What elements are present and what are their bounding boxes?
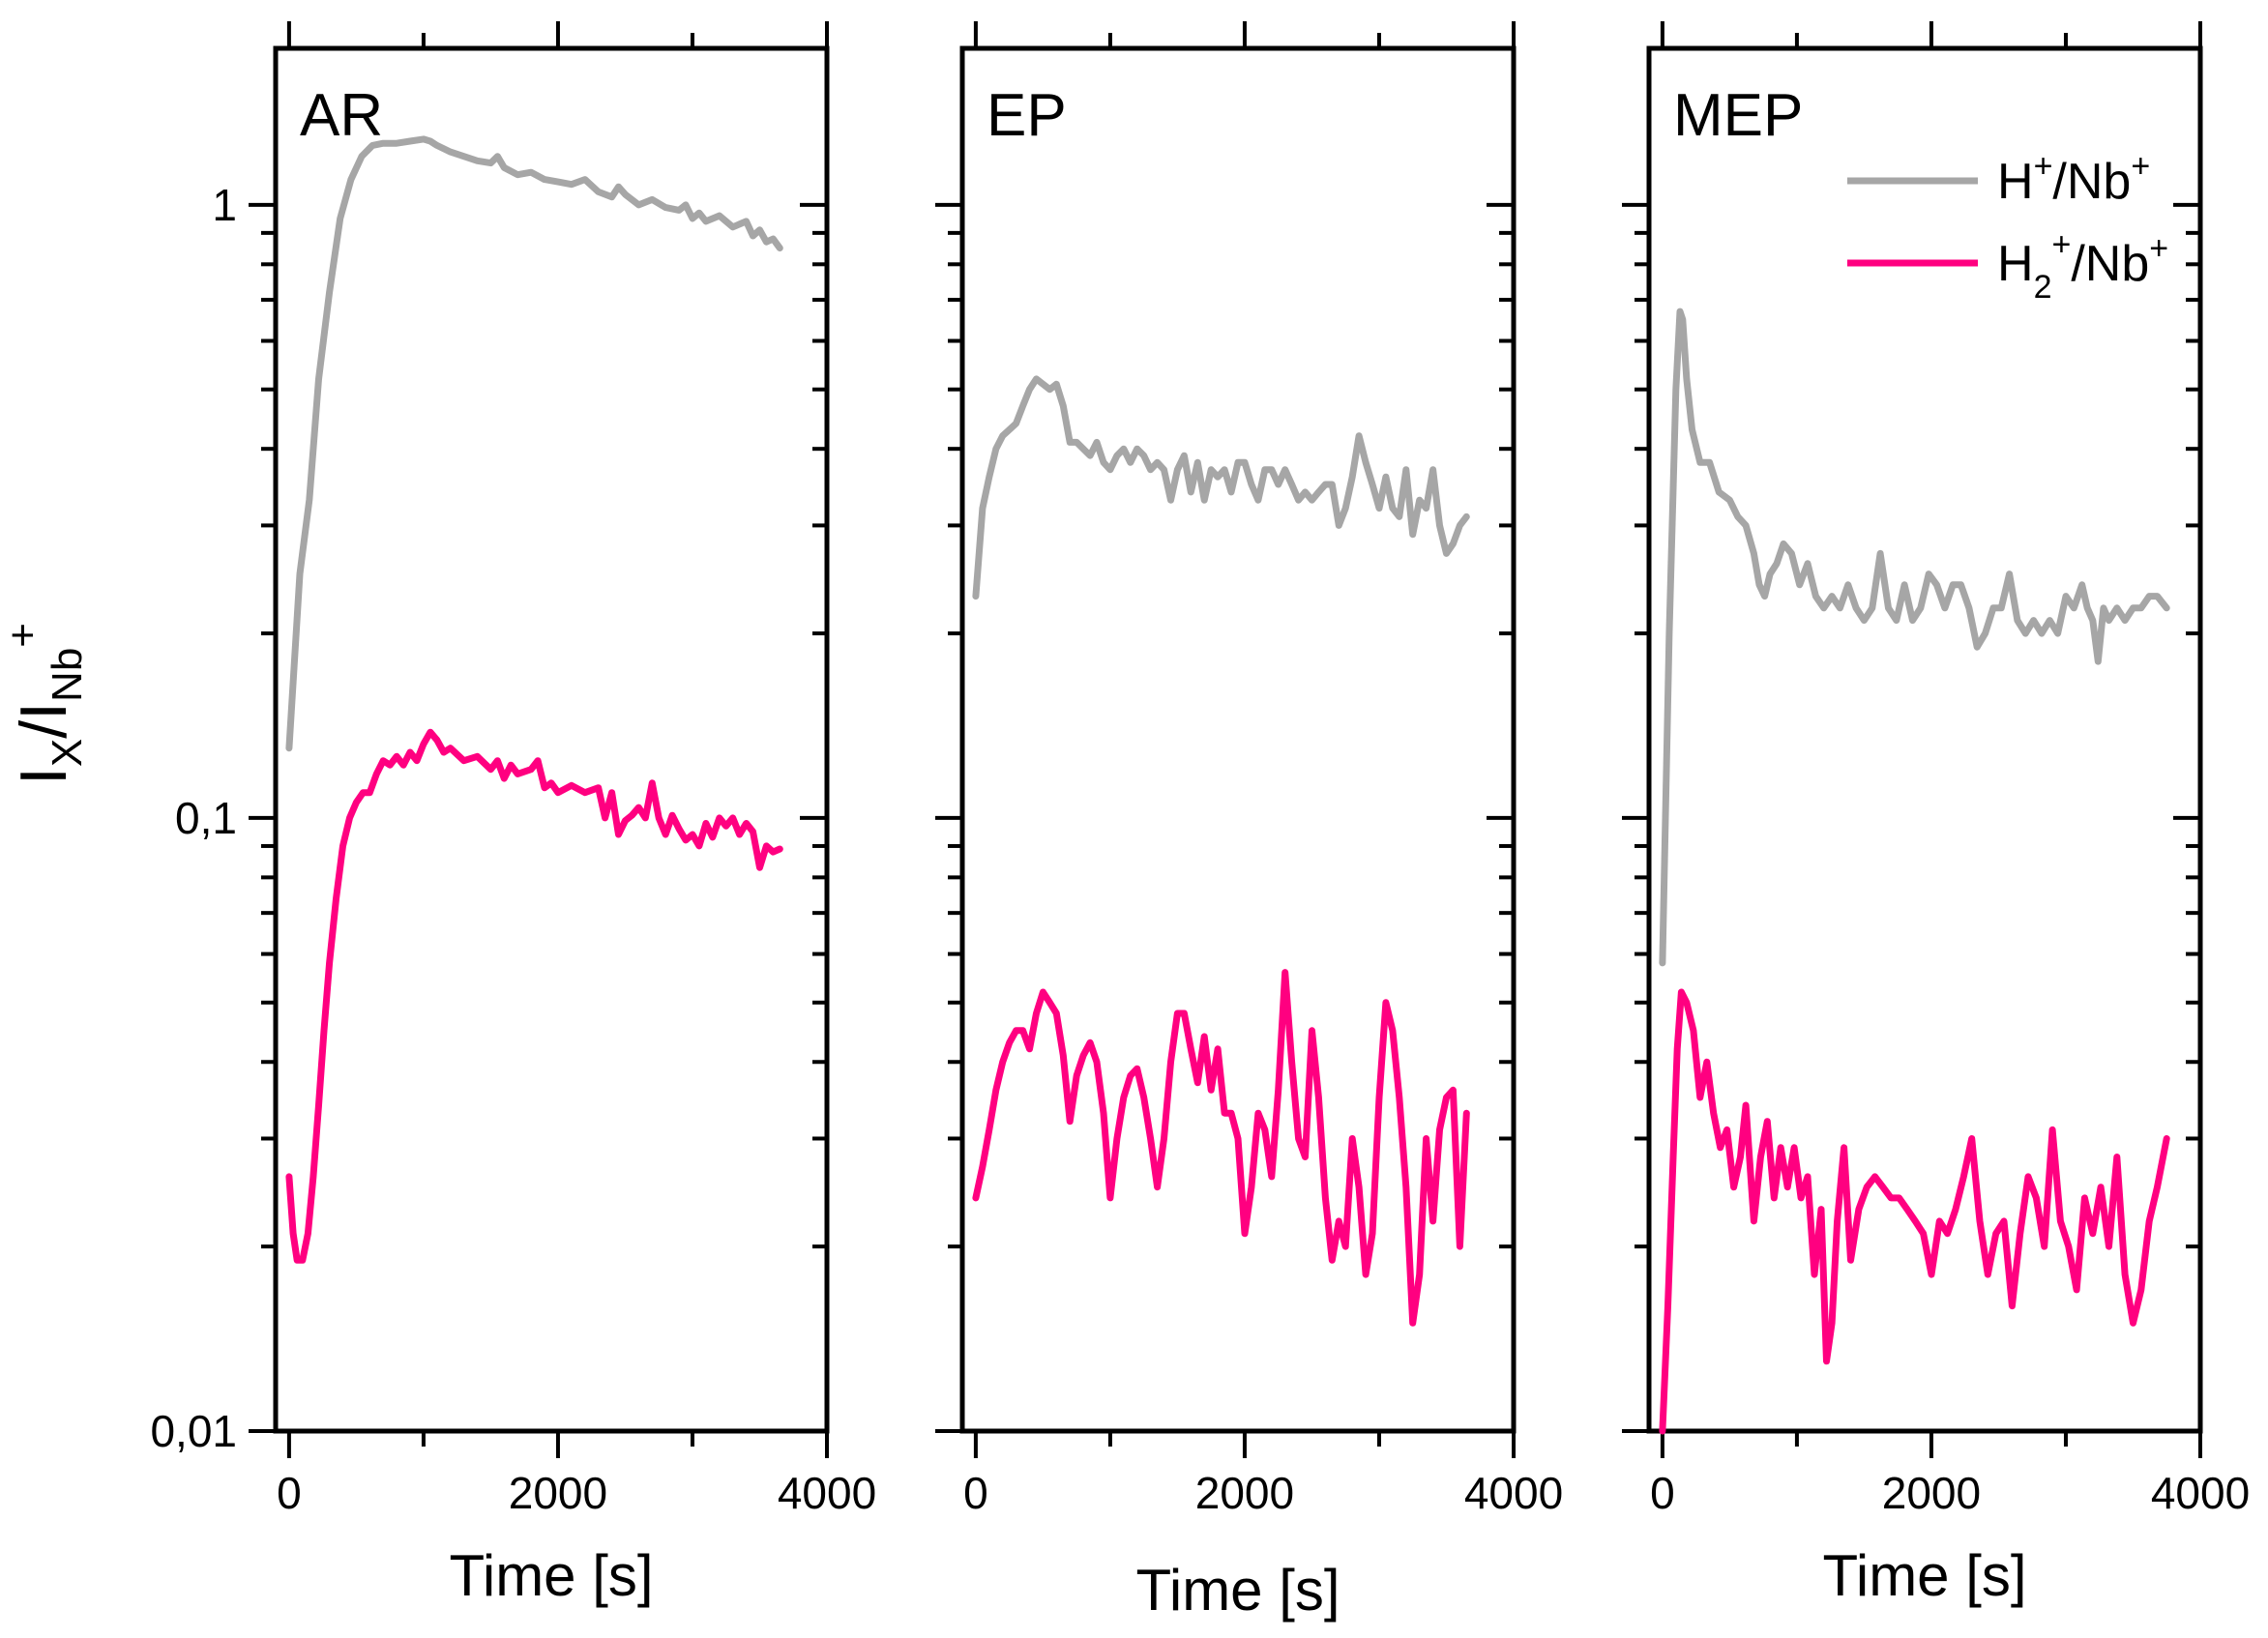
x-tick-label: 4000	[1464, 1468, 1563, 1518]
legend-h-sup2: +	[2131, 148, 2150, 185]
panel-frame	[1646, 45, 2203, 1434]
series-line-h2	[285, 728, 783, 1264]
panel-label: AR	[300, 82, 383, 149]
chart-panels: 0,01 0,1 1 0 2000 4000 Time [s] AR 0 2000 4000 Time…	[150, 21, 2250, 1623]
y-axis-title-sub-nb: Nb	[44, 648, 91, 702]
x-tick-label: 4000	[778, 1468, 876, 1518]
panel-mep: 0 2000 4000 Time [s] MEP	[1622, 21, 2250, 1608]
panel-label: MEP	[1673, 82, 1803, 149]
legend-h2-sub: 2	[2034, 269, 2052, 306]
series-line-h2	[1659, 988, 2170, 1435]
y-axis-title-sub-x: X	[44, 739, 91, 767]
y-tick-label: 0,1	[175, 793, 237, 843]
x-axis-title: Time [s]	[449, 1543, 653, 1608]
panel-ar: 0,01 0,1 1 0 2000 4000 Time [s] AR	[150, 21, 876, 1608]
series-line-h2	[972, 969, 1470, 1327]
y-axis-title-main: I	[7, 767, 80, 785]
y-axis-title-slash: /I	[7, 702, 80, 739]
x-tick-label: 2000	[1195, 1468, 1294, 1518]
series-line-h	[1659, 307, 2170, 967]
legend-h2-name: H	[1997, 236, 2034, 292]
panel-frame	[273, 45, 830, 1434]
x-tick-label: 2000	[509, 1468, 607, 1518]
x-axis-title: Time [s]	[1822, 1543, 2026, 1608]
legend-h2-sup2: +	[2149, 230, 2168, 267]
legend-h2-rest: /Nb	[2071, 236, 2149, 292]
legend-h2-sup: +	[2051, 226, 2071, 263]
y-tick-label: 0,01	[150, 1406, 237, 1456]
panel-label: EP	[987, 82, 1067, 149]
legend-entry-h: H+/Nb+	[1847, 148, 2150, 210]
legend-entry-h2: H2 +/Nb+	[1847, 226, 2168, 306]
x-tick-label: 2000	[1882, 1468, 1981, 1518]
y-axis-title-sup: +	[0, 623, 46, 648]
legend-label-h2: H2 +/Nb+	[1997, 226, 2168, 306]
legend-h-rest: /Nb	[2052, 154, 2131, 210]
y-tick-label: 1	[212, 180, 237, 230]
panel-ep: 0 2000 4000 Time [s] EP	[935, 21, 1563, 1623]
y-axis-title: IX/INb+	[0, 623, 91, 785]
legend-h-name: H	[1997, 154, 2034, 210]
legend: H+/Nb+ H2+/Nb+	[1847, 148, 2168, 306]
y-axis-title-text: IX/INb+	[0, 623, 91, 785]
x-axis-title: Time [s]	[1135, 1558, 1340, 1623]
legend-h-sup: +	[2034, 148, 2053, 185]
x-tick-label: 0	[277, 1468, 302, 1518]
x-tick-label: 4000	[2151, 1468, 2250, 1518]
x-tick-label: 0	[963, 1468, 988, 1518]
panel-frame	[959, 45, 1517, 1434]
x-tick-label: 0	[1650, 1468, 1675, 1518]
series-line-h	[972, 375, 1470, 600]
series-line-h	[285, 135, 783, 752]
legend-label-h: H+/Nb+	[1997, 148, 2150, 210]
